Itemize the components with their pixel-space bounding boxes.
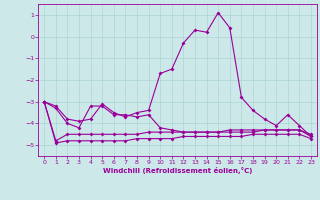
X-axis label: Windchill (Refroidissement éolien,°C): Windchill (Refroidissement éolien,°C) [103, 167, 252, 174]
